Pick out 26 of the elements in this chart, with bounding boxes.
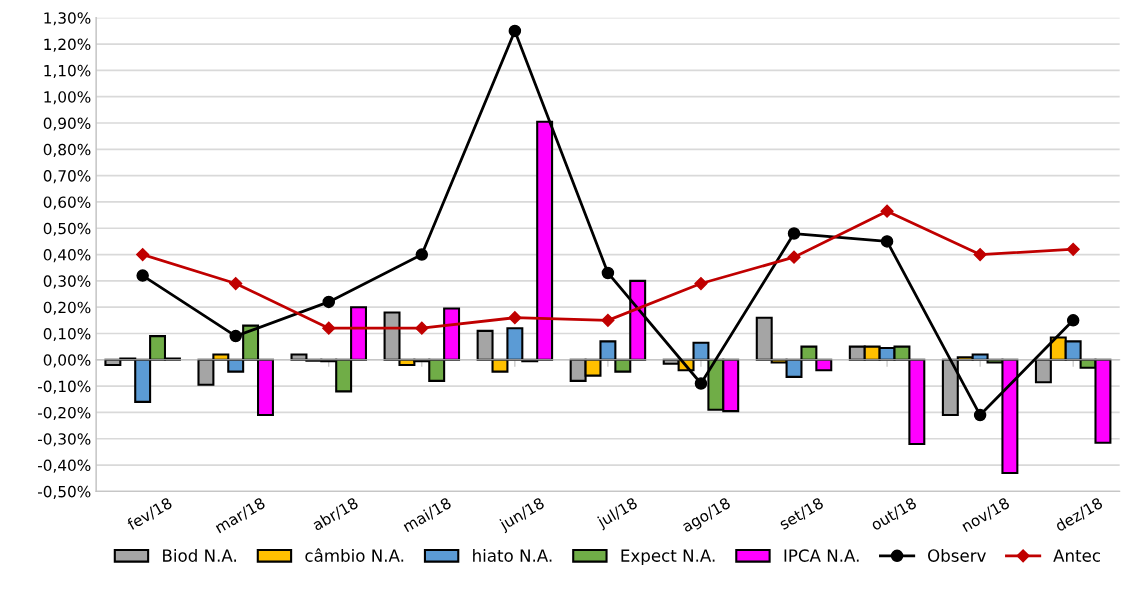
y-tick-label: 1,30% xyxy=(44,12,91,26)
y-tick-label: 0,00% xyxy=(43,354,91,368)
y-tick-label: -0,10% xyxy=(37,380,91,394)
y-tick-label: 0,70% xyxy=(43,170,91,184)
y-tick-label: 0,30% xyxy=(43,275,91,289)
y-tick-label: 0,60% xyxy=(43,196,91,210)
y-tick-label: 0,90% xyxy=(43,117,91,131)
y-tick-label: 0,40% xyxy=(43,249,91,263)
y-tick-label: -0,50% xyxy=(37,485,91,499)
legend-label: Antec xyxy=(1053,549,1100,562)
y-tick-label: -0,30% xyxy=(37,433,91,447)
y-tick-label: 0,20% xyxy=(43,301,91,315)
y-tick-label: 0,50% xyxy=(43,222,91,236)
y-tick-label: 1,10% xyxy=(44,64,91,78)
y-tick-label: -0,20% xyxy=(37,406,91,421)
legend-label: hiato N.A. xyxy=(473,548,552,562)
y-tick-label: 1,00% xyxy=(44,91,91,105)
legend-label: IPCA N.A. xyxy=(784,549,859,562)
legend-label: Observ xyxy=(928,548,986,562)
y-tick-label: 1,20% xyxy=(44,38,91,52)
y-tick-label: -0,40% xyxy=(37,459,91,473)
y-tick-label: 0,80% xyxy=(43,143,91,157)
legend-label: Biod N.A. xyxy=(163,548,236,562)
y-tick-label: 0,10% xyxy=(43,327,91,342)
legend-label: câmbio N.A. xyxy=(305,548,404,562)
legend-label: Expect N.A. xyxy=(621,549,715,566)
